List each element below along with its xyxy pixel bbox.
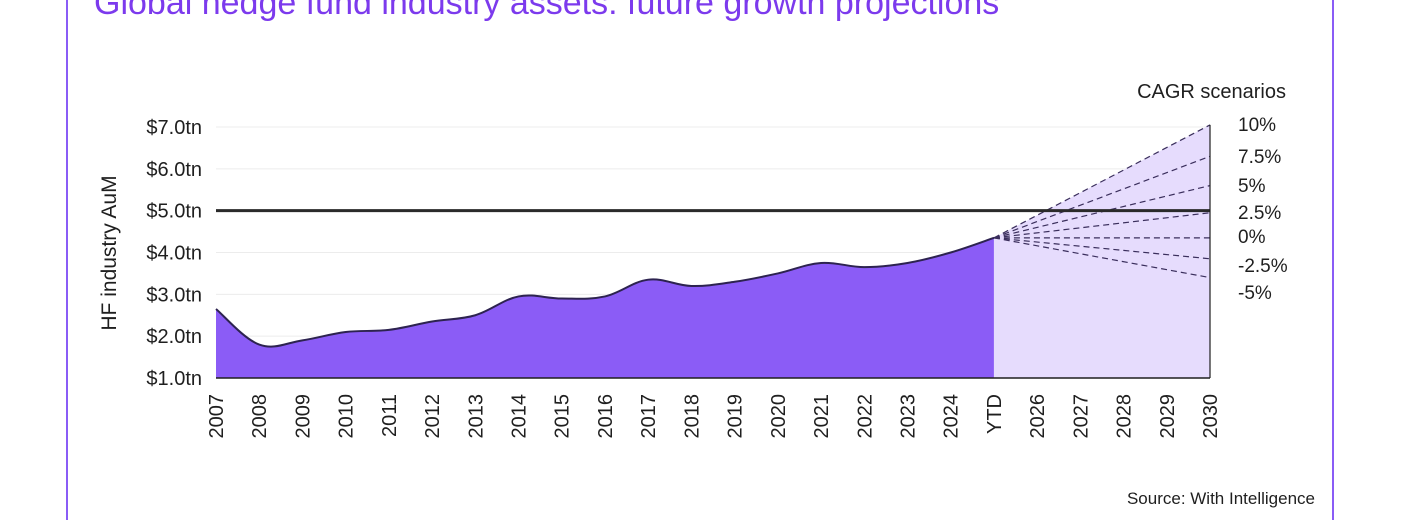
chart-card xyxy=(66,0,1334,520)
x-tick-label: 2022 xyxy=(854,394,876,439)
x-tick-label: YTD xyxy=(984,394,1006,434)
scenario-line xyxy=(993,124,1211,239)
x-tick-label: 2020 xyxy=(768,394,790,439)
scenario-label: 10% xyxy=(1238,115,1276,136)
x-tick-label: 2007 xyxy=(206,394,228,439)
scenario-label: 0% xyxy=(1238,227,1266,248)
projection-area xyxy=(993,124,1210,379)
historical-line xyxy=(215,236,995,348)
y-tick-label: $1.0tn xyxy=(146,368,202,390)
x-tick-label: 2019 xyxy=(725,394,747,439)
y-tick-label: $5.0tn xyxy=(146,201,202,223)
x-tick-label: 2027 xyxy=(1070,394,1092,439)
x-tick-label: 2014 xyxy=(509,394,531,439)
scenario-line xyxy=(993,237,1211,279)
x-tick-label: 2008 xyxy=(249,394,271,439)
scenario-label: 2.5% xyxy=(1238,203,1281,224)
x-tick-label: 2015 xyxy=(552,394,574,439)
y-tick-label: $3.0tn xyxy=(146,284,202,306)
x-tick-label: 2013 xyxy=(465,394,487,439)
y-tick-label: $7.0tn xyxy=(146,117,202,139)
x-tick-label: 2009 xyxy=(292,394,314,439)
y-tick-label: $6.0tn xyxy=(146,159,202,181)
axis-layer: $1.0tn $2.0tn $3.0tn $4.0tn $5.0tn $6.0tn $7.0… xyxy=(146,117,1222,439)
scenario-line xyxy=(993,237,1211,260)
x-tick-label: 2024 xyxy=(941,394,963,439)
x-tick-label: 2012 xyxy=(422,394,444,439)
x-tick-label: 2023 xyxy=(897,394,919,439)
source-note: Source: With Intelligence xyxy=(1126,489,1315,508)
x-tick-label: 2011 xyxy=(379,394,401,437)
chart-title: Global hedge fund industry assets: futur… xyxy=(94,0,1000,22)
area-layer xyxy=(215,124,1210,379)
y-tick-label: $4.0tn xyxy=(146,243,202,265)
y-tick-label: $2.0tn xyxy=(146,326,202,348)
x-tick-label: 2026 xyxy=(1027,394,1049,439)
scenario-label: 5% xyxy=(1238,176,1266,197)
x-tick-label: 2017 xyxy=(638,394,660,439)
x-tick-label: 2029 xyxy=(1157,394,1179,439)
y-axis-label: HF industry AuM xyxy=(98,175,121,330)
historical-area xyxy=(216,237,994,378)
scenario-label: 7.5% xyxy=(1238,147,1281,168)
x-tick-label: 2016 xyxy=(595,394,617,439)
scenario-layer: 10% 7.5% 5% 2.5% 0% -2.5% -5% xyxy=(216,115,1288,304)
x-tick-label: 2010 xyxy=(336,394,358,439)
scenarios-title: CAGR scenarios xyxy=(1137,81,1286,103)
scenario-label: -5% xyxy=(1238,283,1272,304)
x-tick-label: 2021 xyxy=(811,394,833,439)
x-tick-label: 2030 xyxy=(1200,394,1222,439)
scenario-line xyxy=(993,155,1211,239)
x-tick-label: 2028 xyxy=(1114,394,1136,439)
scenario-line xyxy=(993,212,1211,239)
scenario-label: -2.5% xyxy=(1238,256,1288,277)
x-tick-label: 2018 xyxy=(681,394,703,439)
